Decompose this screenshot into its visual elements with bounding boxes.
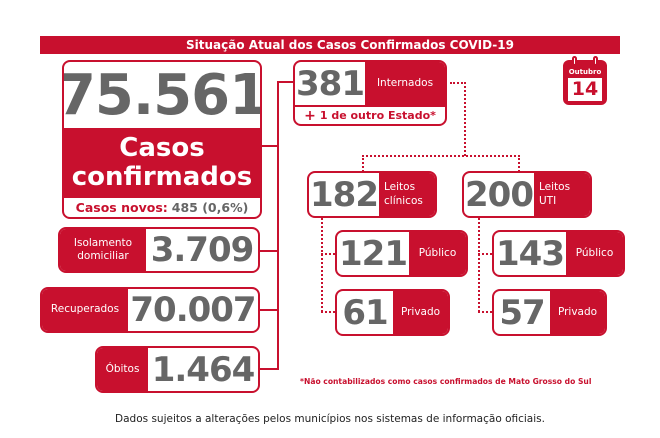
recovered-label: Recuperados [42, 289, 128, 331]
disclaimer: Dados sujeitos a alterações pelos municí… [115, 413, 545, 425]
icu-public-label: Público [566, 232, 623, 275]
other-state-text: 1 de outro Estado* [319, 109, 436, 122]
clinical-private-label: Privado [393, 291, 448, 334]
dotted-connector [518, 155, 520, 172]
icu-private-card: 57 Privado [492, 289, 607, 336]
recovered-card: Recuperados 70.007 [40, 287, 260, 333]
confirmed-label-2: confirmados [71, 162, 253, 192]
isolation-value: 3.709 [150, 230, 255, 270]
clinical-public-value: 121 [339, 233, 408, 274]
icu-public-card: 143 Público [492, 230, 625, 277]
clinical-private-value: 61 [342, 292, 388, 333]
deaths-label: Óbitos [97, 348, 148, 391]
isolation-label-2: domiciliar [77, 250, 129, 262]
icu-label-1: Leitos [539, 181, 571, 194]
confirmed-value: 75.561 [62, 62, 262, 128]
confirmed-cases-card: 75.561 Casos confirmados Casos novos: 48… [62, 60, 262, 219]
other-state-note: + 1 de outro Estado* [295, 105, 445, 124]
clinical-public-label: Público [409, 232, 466, 275]
icu-label-2: UTI [539, 194, 557, 207]
dotted-connector [362, 155, 364, 172]
connector-line [260, 368, 279, 370]
clinical-label-1: Leitos [384, 181, 416, 194]
isolation-card: Isolamento domiciliar 3.709 [58, 227, 260, 273]
dotted-connector [478, 253, 492, 255]
dotted-connector [321, 311, 335, 313]
plus-icon: + [304, 107, 316, 124]
dotted-connector [321, 253, 335, 255]
connector-line [277, 81, 293, 83]
footnote: *Não contabilizados como casos confirmad… [300, 377, 592, 386]
deaths-card: Óbitos 1.464 [95, 346, 260, 393]
clinical-public-card: 121 Público [335, 230, 468, 277]
isolation-label: Isolamento domiciliar [60, 229, 146, 271]
icu-private-label: Privado [550, 291, 605, 334]
connector-line [260, 250, 278, 252]
new-cases-label: Casos novos: [75, 200, 168, 215]
confirmed-label: Casos confirmados [64, 128, 260, 198]
calendar-day: 14 [568, 78, 602, 101]
icu-label: Leitos UTI [534, 173, 590, 216]
icu-beds-card: 200 Leitos UTI [462, 171, 592, 218]
isolation-label-1: Isolamento [73, 236, 133, 249]
icu-private-value: 57 [499, 292, 545, 333]
connector-line [260, 309, 278, 311]
dotted-connector [464, 82, 466, 156]
dotted-connector [478, 218, 480, 312]
deaths-value: 1.464 [151, 349, 256, 390]
confirmed-label-1: Casos [119, 133, 205, 164]
dotted-connector [478, 311, 492, 313]
clinical-label-2: clínicos [384, 194, 423, 207]
page-title: Situação Atual dos Casos Confirmados COV… [40, 36, 620, 54]
connector-line [262, 145, 278, 147]
calendar-icon: Outubro 14 [563, 56, 607, 105]
icu-public-value: 143 [496, 233, 565, 274]
dotted-connector [321, 218, 323, 312]
hospitalized-card: 381 Internados + 1 de outro Estado* [293, 60, 447, 126]
clinical-label: Leitos clínicos [379, 173, 435, 216]
new-cases-value: 485 (0,6%) [171, 200, 249, 215]
clinical-beds-card: 182 Leitos clínicos [307, 171, 437, 218]
clinical-private-card: 61 Privado [335, 289, 450, 336]
icu-value: 200 [465, 174, 534, 215]
clinical-value: 182 [310, 174, 379, 215]
dotted-connector [450, 82, 466, 84]
hospitalized-value: 381 [296, 63, 365, 104]
new-cases: Casos novos: 485 (0,6%) [64, 198, 260, 217]
dotted-connector [362, 155, 520, 157]
calendar-month: Outubro [568, 68, 602, 76]
hospitalized-label: Internados [365, 62, 445, 105]
connector-line [277, 81, 279, 370]
recovered-value: 70.007 [130, 290, 256, 330]
